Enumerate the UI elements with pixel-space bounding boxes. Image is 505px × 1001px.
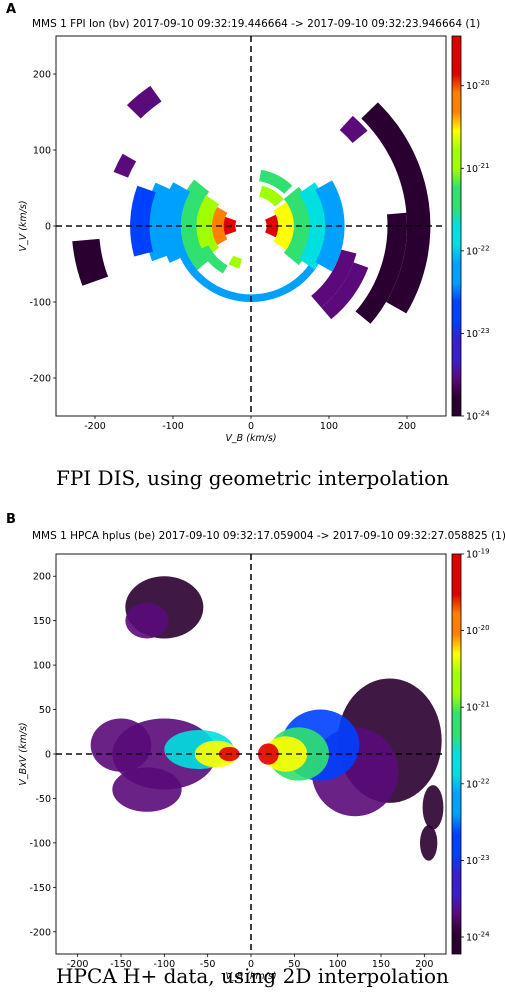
panel-b-ytick-label: -150 xyxy=(29,883,51,894)
panel-a-sector xyxy=(273,200,297,252)
panel-b-colorbar-tick-label: 10-21 xyxy=(466,701,490,714)
panel-a-title: MMS 1 FPI Ion (bv) 2017-09-10 09:32:19.4… xyxy=(32,18,481,30)
panel-a-sector xyxy=(113,153,137,178)
panel-b-ytick-label: -200 xyxy=(29,927,51,938)
panel-b-xtick-label: -150 xyxy=(110,959,132,970)
panel-b-blob xyxy=(264,736,308,772)
panel-a-colorbar-tick-label: 10-24 xyxy=(466,410,490,423)
panel-b-ytick-label: 100 xyxy=(33,661,51,672)
panel-b-title: MMS 1 HPCA hplus (be) 2017-09-10 09:32:1… xyxy=(32,530,505,542)
panel-a-sector xyxy=(259,185,284,207)
panel-b-ytick-label: 50 xyxy=(39,705,51,716)
panel-a-sector xyxy=(259,169,293,194)
panel-b-xtick-label: 0 xyxy=(248,959,254,970)
panel-b-ylabel: V_BxV (km/s) xyxy=(18,722,29,785)
panel-a-xtick-label: -200 xyxy=(84,421,106,432)
panel-a-sector xyxy=(192,193,220,259)
panel-b-xtick-label: -100 xyxy=(154,959,176,970)
panel-b-distribution xyxy=(90,576,444,861)
panel-a-xtick-label: 200 xyxy=(398,421,416,432)
panel-b-xtick-label: -200 xyxy=(67,959,89,970)
panel-b-blob xyxy=(125,602,169,639)
panel-a-sector xyxy=(130,185,156,257)
panel-a-sector xyxy=(321,262,369,320)
panel-a-sector xyxy=(298,182,329,270)
panel-b-letter: B xyxy=(6,512,16,527)
panel-b-xtick-label: 100 xyxy=(329,959,347,970)
panel-b-plot: -200 -150 -100 -50 0 50 100 150 200 -200 -150 -100 -… xyxy=(18,548,505,983)
panel-a-colorbar-tick-label: 10-22 xyxy=(466,244,490,257)
panel-b-ytick-label: 200 xyxy=(33,572,51,583)
panel-b-colorbar-tick-label: 10-20 xyxy=(466,624,490,637)
panel-b-colorbar-bar xyxy=(451,553,462,955)
panel-b-colorbar-tick-label: 10-24 xyxy=(466,931,490,944)
panel-a-colorbar-tick-label: 10-21 xyxy=(466,162,490,175)
panel-b-xtick-label: 150 xyxy=(372,959,390,970)
panel-a-sector xyxy=(200,245,228,274)
panel-b-caption: HPCA H+ data, using 2D interpolation xyxy=(56,964,449,988)
panel-b-colorbar-tick-label: 10-19 xyxy=(466,548,490,561)
panel-a-xtick-label: -100 xyxy=(162,421,184,432)
panel-b-blob xyxy=(420,825,438,861)
panel-a-xlabel: V_B (km/s) xyxy=(225,433,276,444)
panel-a-sector xyxy=(311,249,357,308)
panel-a-colorbar-bar xyxy=(451,35,462,417)
panel-a-colorbar-tick-label: 10-23 xyxy=(466,327,490,340)
panel-a-sector xyxy=(126,85,162,119)
panel-a-ytick-label: 0 xyxy=(45,222,51,233)
panel-a-ytick-label: -100 xyxy=(29,298,51,309)
panel-a-letter: A xyxy=(6,2,17,17)
panel-a-distribution xyxy=(72,85,431,324)
panel-b-xtick-label: -50 xyxy=(200,959,216,970)
panel-a-sector xyxy=(72,238,109,286)
panel-b-ytick-label: -100 xyxy=(29,838,51,849)
panel-a-sector xyxy=(339,115,368,143)
panel-a-ytick-label: -200 xyxy=(29,374,51,385)
panel-b-xtick-label: 200 xyxy=(415,959,433,970)
panel-a-sector xyxy=(175,243,319,302)
panel-a-colorbar-tick-label: 10-20 xyxy=(466,79,490,92)
panel-a-sector xyxy=(355,212,407,324)
panel-a-sector xyxy=(145,182,174,262)
panel-b-colorbar-tick-label: 10-22 xyxy=(466,777,490,790)
panel-a-ylabel: V_V (km/s) xyxy=(18,200,29,251)
panel-b-colorbar-tick-label: 10-23 xyxy=(466,854,490,867)
panel-a-xtick-label: 0 xyxy=(248,421,254,432)
panel-a-xtick-label: 100 xyxy=(320,421,338,432)
panel-b-blob xyxy=(112,767,182,812)
panel-a-sector xyxy=(361,102,431,314)
panel-a-caption: FPI DIS, using geometric interpolation xyxy=(55,466,450,490)
panel-b-ytick-label: 150 xyxy=(33,616,51,627)
panel-a-ytick-label: 100 xyxy=(33,146,51,157)
panel-b-xlabel: V_B (km/s) xyxy=(225,971,276,982)
panel-b-ytick-label: 0 xyxy=(45,750,51,761)
panel-a-sector xyxy=(228,255,242,269)
panel-b-xtick-label: 50 xyxy=(288,959,300,970)
panel-a-ytick-label: 200 xyxy=(33,70,51,81)
panel-b-ytick-label: -50 xyxy=(35,794,51,805)
panel-a-plot: -200 -100 0 100 200 -200 -100 0 100 200 V_B (km/s)… xyxy=(18,35,505,444)
panel-b-blob xyxy=(422,785,444,830)
